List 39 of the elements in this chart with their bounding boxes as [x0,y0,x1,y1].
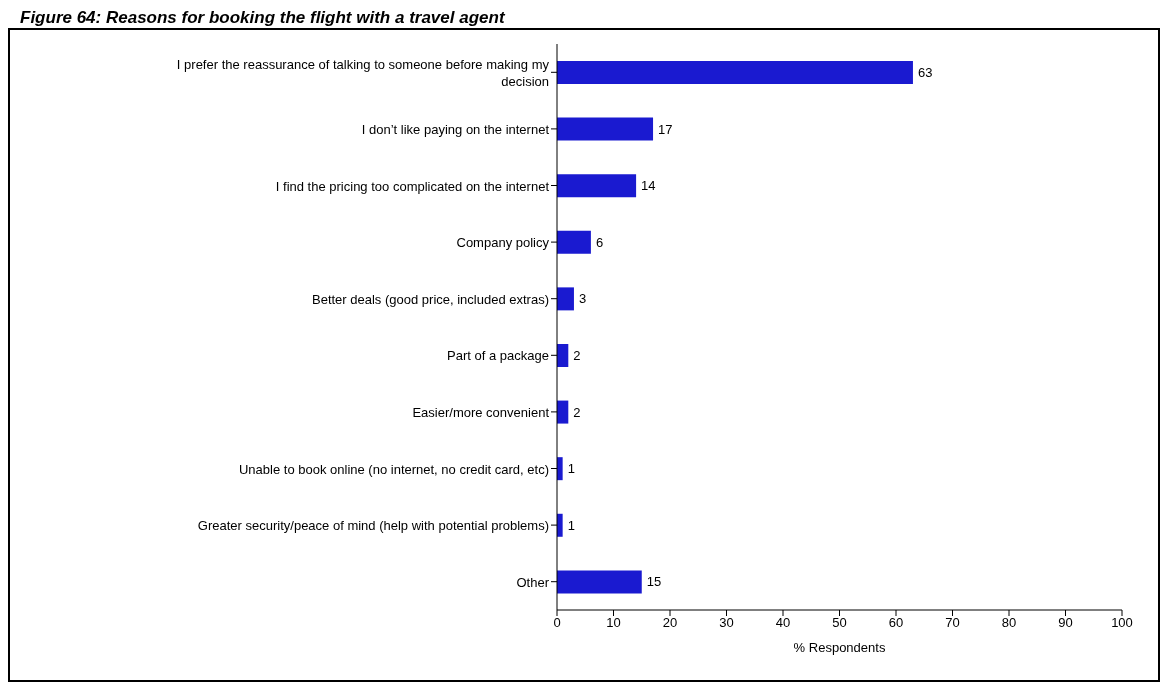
y-tick-label: Greater security/peace of mind (help with potential problems) [197,517,549,533]
y-tick-label: Easier/more convenient [412,404,550,420]
x-tick-label: 90 [1058,615,1073,631]
data-label: 1 [567,461,575,477]
y-tick-label: Part of a package [447,347,549,363]
bar [557,570,642,594]
data-label: 17 [658,121,673,137]
y-tick-label: Unable to book online (no internet, no credit card, etc) [238,461,549,476]
y-tick-label: Better deals (good price, included extras) [311,291,549,307]
y-tick-label: I prefer the reassurance of talking to someone before making my decision [176,56,550,89]
x-tick-label: 30 [719,615,734,631]
y-tick-label: Other [516,574,550,590]
x-tick-label: 100 [1111,615,1133,631]
bar [557,117,654,141]
data-label: 3 [578,291,587,307]
x-tick-label: 0 [553,615,561,631]
x-tick-label: 40 [775,615,791,631]
data-label: 14 [641,178,656,194]
x-tick-label: 60 [888,615,904,631]
data-label: 6 [595,234,604,250]
y-tick-label: Company policy [456,234,550,250]
bar [557,174,637,198]
text: Figure 64: Reasons for booking the flight with a travel agent [19,8,506,28]
bar [557,60,913,84]
data-label: 63 [917,65,933,81]
data-label: 1 [567,517,575,533]
x-tick-label: 50 [832,615,847,631]
y-tick-label: I don’t like paying on the internet [361,121,550,137]
x-axis-title: % Respondents [793,640,886,655]
data-label: 15 [646,574,662,590]
x-tick-label: 70 [945,615,960,631]
x-tick-label: 80 [1001,615,1017,631]
x-tick-label: 20 [662,615,678,631]
bar [557,230,591,254]
data-label: 2 [573,348,581,364]
data-label: 2 [573,404,581,420]
y-tick-label: I find the pricing too complicated on the internet [275,178,550,193]
bar [557,287,574,311]
x-tick-label: 10 [606,615,621,631]
